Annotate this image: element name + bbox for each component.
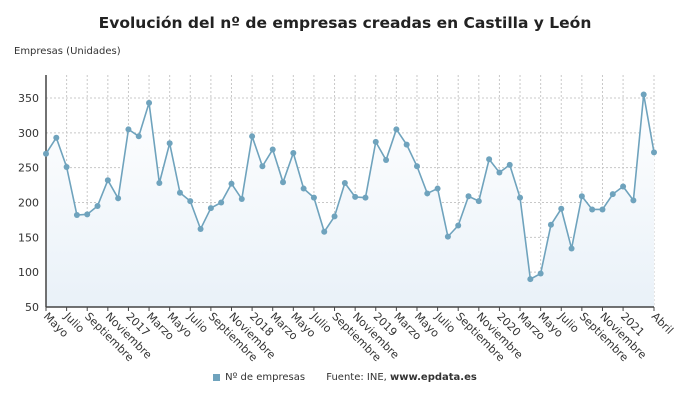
data-point (197, 225, 204, 232)
data-point (280, 179, 287, 186)
x-tick-label: Abril (649, 310, 676, 337)
y-tick-label: 350 (18, 92, 39, 105)
series-line (45, 94, 655, 281)
data-point (599, 206, 606, 213)
data-point (249, 133, 256, 140)
data-point (115, 195, 122, 202)
data-point (372, 138, 379, 145)
y-axis-label: Empresas (Unidades) (14, 46, 121, 57)
data-point (651, 149, 657, 156)
legend-swatch (213, 373, 221, 381)
data-point (465, 193, 472, 200)
y-tick-label: 150 (18, 231, 39, 244)
data-point (125, 126, 132, 133)
y-tick-label: 300 (18, 127, 39, 140)
data-point (640, 91, 647, 98)
data-point (434, 185, 441, 192)
data-point (444, 233, 451, 240)
y-tick-label: 250 (18, 162, 39, 175)
data-point (362, 194, 369, 201)
data-point (578, 193, 585, 200)
data-point (94, 202, 101, 209)
data-point (620, 183, 627, 190)
data-point (403, 141, 410, 148)
y-tick-label: 50 (25, 301, 39, 314)
data-point (506, 161, 513, 168)
data-point (187, 198, 194, 205)
data-point (104, 177, 111, 184)
data-point (135, 133, 142, 140)
data-point (269, 146, 276, 153)
data-point (630, 197, 637, 204)
data-point (331, 213, 338, 220)
data-point (589, 206, 596, 213)
data-point (517, 194, 524, 201)
data-point (547, 221, 554, 228)
data-point (218, 199, 225, 206)
data-point (558, 205, 565, 212)
data-point (609, 191, 616, 198)
data-point (496, 169, 503, 176)
source-link[interactable]: www.epdata.es (390, 372, 477, 383)
data-point (84, 211, 91, 218)
chart-title: Evolución del nº de empresas creadas en … (98, 14, 592, 32)
data-point (259, 163, 266, 170)
data-point (228, 180, 235, 187)
y-tick-label: 100 (18, 266, 39, 279)
data-point (568, 245, 575, 252)
data-point (413, 163, 420, 170)
data-point (73, 212, 80, 219)
data-point (43, 150, 49, 157)
legend-label: Nº de empresas (225, 372, 306, 383)
data-point (146, 99, 153, 106)
data-point (424, 190, 431, 197)
source-text: Fuente: INE, www.epdata.es (326, 372, 477, 383)
data-point (352, 193, 359, 200)
data-point (537, 270, 544, 277)
data-point (383, 156, 390, 163)
data-point (238, 196, 245, 203)
data-point (207, 205, 214, 212)
data-point (321, 228, 328, 235)
data-point (290, 150, 297, 157)
data-point (63, 163, 70, 170)
data-point (166, 140, 173, 147)
data-point (341, 179, 348, 186)
legend: Nº de empresas Fuente: INE, www.epdata.e… (0, 372, 690, 383)
data-point (310, 194, 317, 201)
data-point (486, 156, 493, 163)
data-point (156, 179, 163, 186)
data-point (53, 134, 60, 141)
data-point (393, 126, 400, 133)
data-point (455, 222, 462, 229)
source-label: Fuente: INE, (326, 372, 387, 383)
data-point (527, 276, 534, 283)
data-point (176, 189, 183, 196)
series-area (46, 94, 654, 307)
data-point (300, 185, 307, 192)
data-point (475, 198, 482, 205)
y-tick-label: 200 (18, 196, 39, 209)
